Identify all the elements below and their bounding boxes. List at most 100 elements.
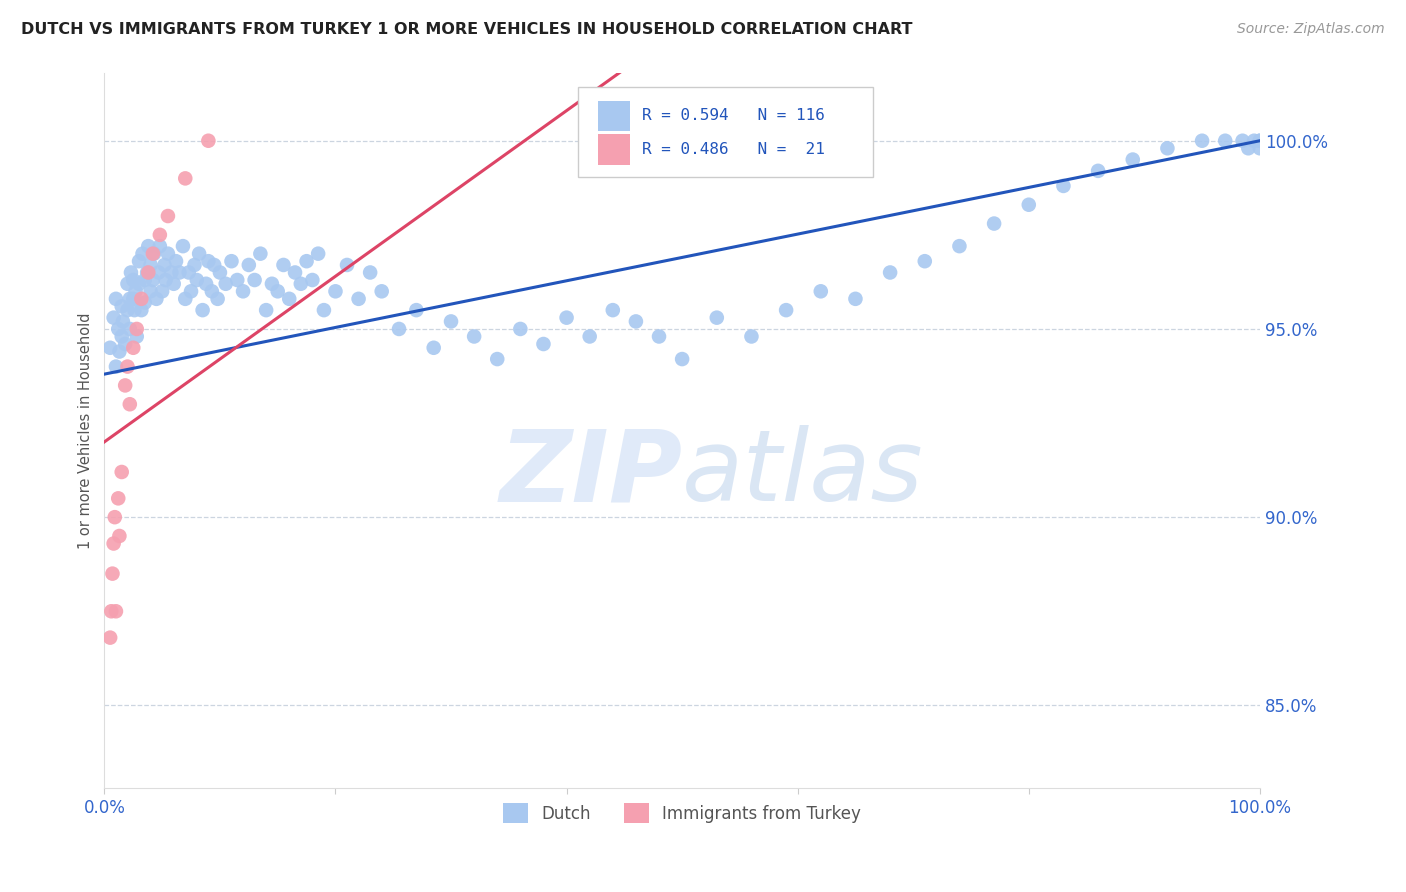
Point xyxy=(260,277,283,291)
Point xyxy=(111,465,134,479)
Point xyxy=(207,292,229,306)
Point xyxy=(1213,134,1236,148)
Point xyxy=(290,277,312,291)
Point xyxy=(1191,134,1213,148)
Point xyxy=(186,273,208,287)
Point xyxy=(104,604,127,618)
Point xyxy=(139,285,162,299)
Point xyxy=(117,303,139,318)
FancyBboxPatch shape xyxy=(578,87,873,177)
Point xyxy=(208,265,231,279)
Point xyxy=(1087,164,1109,178)
Point xyxy=(169,265,191,279)
Point xyxy=(101,566,124,581)
Point xyxy=(509,322,531,336)
Text: R = 0.486   N =  21: R = 0.486 N = 21 xyxy=(641,142,824,157)
Point xyxy=(307,246,329,260)
Point xyxy=(104,359,127,374)
Point xyxy=(136,265,159,279)
Point xyxy=(578,329,600,343)
Point xyxy=(128,254,150,268)
Point xyxy=(136,239,159,253)
Point xyxy=(103,536,125,550)
Point xyxy=(1122,153,1144,167)
Point xyxy=(118,292,141,306)
Point xyxy=(145,292,167,306)
Point xyxy=(301,273,323,287)
Point xyxy=(172,239,194,253)
Point xyxy=(405,303,427,318)
Point xyxy=(125,329,148,343)
Point xyxy=(107,491,129,506)
Point xyxy=(238,258,260,272)
Point xyxy=(1249,134,1271,148)
Point xyxy=(191,303,214,318)
Point xyxy=(104,510,127,524)
Point xyxy=(602,303,624,318)
Point xyxy=(226,273,249,287)
Point xyxy=(879,265,901,279)
Point xyxy=(1243,134,1265,148)
Point xyxy=(128,277,150,291)
Point xyxy=(188,246,211,260)
Point xyxy=(336,258,359,272)
Point xyxy=(533,337,555,351)
Point xyxy=(118,322,141,336)
Point xyxy=(134,295,156,310)
Point xyxy=(440,314,463,328)
Text: ZIP: ZIP xyxy=(499,425,682,522)
Point xyxy=(108,529,131,543)
Point xyxy=(983,217,1005,231)
Point xyxy=(120,265,142,279)
Point xyxy=(124,303,146,318)
Point xyxy=(160,265,183,279)
Point xyxy=(914,254,936,268)
Point xyxy=(174,171,197,186)
Point xyxy=(1232,134,1254,148)
Point xyxy=(555,310,578,325)
Point xyxy=(312,303,335,318)
Point xyxy=(1237,141,1260,155)
Point xyxy=(284,265,307,279)
Point xyxy=(463,329,485,343)
Point xyxy=(100,604,122,618)
Point xyxy=(122,341,145,355)
Point xyxy=(131,292,153,306)
Point xyxy=(143,246,166,260)
Point xyxy=(118,397,141,411)
Point xyxy=(150,285,173,299)
Point xyxy=(422,341,444,355)
Text: atlas: atlas xyxy=(682,425,924,522)
Point xyxy=(180,285,202,299)
Point xyxy=(325,285,347,299)
Point xyxy=(359,265,381,279)
Point xyxy=(1156,141,1178,155)
Point xyxy=(1052,178,1074,193)
Point xyxy=(134,273,156,287)
Point xyxy=(149,239,172,253)
Point xyxy=(347,292,370,306)
Point xyxy=(1249,134,1271,148)
FancyBboxPatch shape xyxy=(598,101,630,131)
Point xyxy=(142,246,165,260)
Point xyxy=(243,273,266,287)
Point xyxy=(122,273,145,287)
Point xyxy=(221,254,243,268)
Point xyxy=(107,322,129,336)
Point xyxy=(249,246,271,260)
Point xyxy=(131,246,153,260)
Point xyxy=(810,285,832,299)
Point xyxy=(624,314,647,328)
Point xyxy=(139,258,162,272)
Y-axis label: 1 or more Vehicles in Household: 1 or more Vehicles in Household xyxy=(79,312,93,549)
Point xyxy=(215,277,238,291)
Point xyxy=(155,273,177,287)
Point xyxy=(844,292,866,306)
Point xyxy=(149,227,172,242)
Point xyxy=(388,322,411,336)
Point xyxy=(195,277,218,291)
Point xyxy=(273,258,295,272)
Point xyxy=(948,239,970,253)
Point xyxy=(295,254,318,268)
Point xyxy=(671,352,693,367)
